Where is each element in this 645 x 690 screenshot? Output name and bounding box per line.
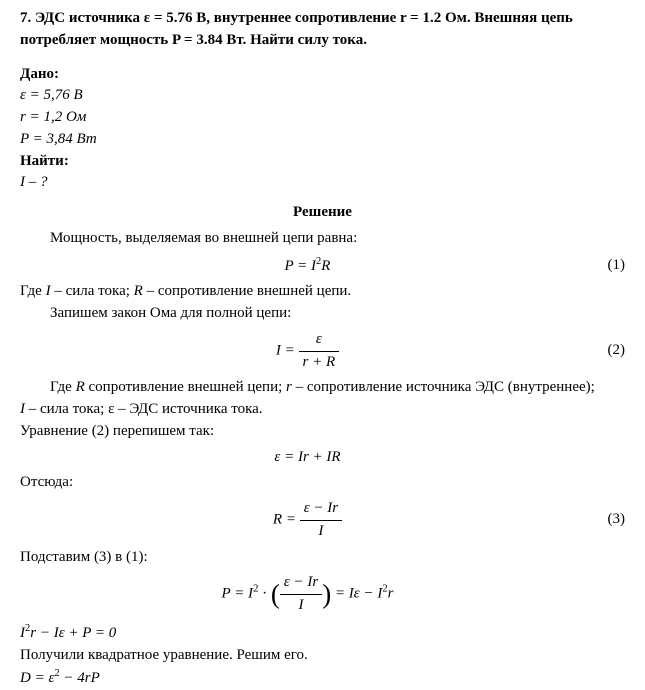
find-label: Найти:: [20, 151, 625, 173]
equation-1-row: P = I2R (1): [20, 254, 625, 278]
w2-b: – сопротивление источника ЭДС (внутренне…: [292, 379, 595, 395]
equation-7: D = ε2 − 4rP: [20, 666, 625, 690]
line-ohm-intro: Запишем закон Ома для полной цепи:: [50, 303, 625, 325]
where-mid: – сила тока;: [51, 283, 134, 299]
equation-2-row: I = εr + R (2): [20, 329, 625, 374]
equation-3: ε = Ir + IR: [20, 447, 595, 469]
where-line-1: Где I – сила тока; R – сопротивление вне…: [20, 281, 625, 303]
given-r: r = 1,2 Ом: [20, 107, 625, 129]
given-label: Дано:: [20, 64, 625, 86]
eq4-den: I: [300, 521, 342, 543]
eq5-num: ε − Ir: [280, 572, 322, 595]
line-substitute: Подставим (3) в (1):: [20, 547, 625, 569]
line-power-intro: Мощность, выделяемая во внешней цепи рав…: [50, 228, 625, 250]
eq5-eq: = Iε − I: [331, 586, 382, 602]
eq2-lhs: I =: [276, 342, 299, 358]
eq5-den: I: [280, 595, 322, 617]
where-line-2: Где R сопротивление внешней цепи; r – со…: [50, 377, 625, 399]
eq6-rest: r − Iε + P = 0: [30, 625, 116, 641]
equation-6: I2r − Iε + P = 0: [20, 621, 625, 645]
where-R: R: [134, 283, 143, 299]
equation-3-row: ε = Ir + IR: [20, 447, 625, 469]
eq5-a: P = I: [222, 586, 254, 602]
where-pre: Где: [20, 283, 46, 299]
eq7-a: D = ε: [20, 670, 54, 686]
equation-2: I = εr + R: [20, 329, 595, 374]
line-rewrite: Уравнение (2) перепишем так:: [20, 421, 625, 443]
w2-a: сопротивление внешней цепи;: [85, 379, 286, 395]
equation-2-number: (2): [595, 340, 625, 362]
line-hence: Отсюда:: [20, 472, 625, 494]
w2-pre: Где: [50, 379, 76, 395]
eq1-r: R: [321, 258, 330, 274]
w3-a: – сила тока; ε – ЭДС источника тока.: [25, 401, 263, 417]
eq7-rest: − 4rP: [60, 670, 100, 686]
problem-title: 7. ЭДС источника ε = 5.76 В, внутреннее …: [20, 8, 625, 52]
eq5-r: r: [388, 586, 394, 602]
line-quadratic: Получили квадратное уравнение. Решим его…: [20, 645, 625, 667]
eq2-num: ε: [299, 329, 340, 352]
find-value: I – ?: [20, 172, 625, 194]
where-line-3: I – сила тока; ε – ЭДС источника тока.: [20, 399, 625, 421]
equation-1: P = I2R: [20, 254, 595, 278]
eq4-num: ε − Ir: [300, 498, 342, 521]
eq2-den: r + R: [299, 352, 340, 374]
eq5-dot: ·: [258, 586, 271, 602]
equation-4: R = ε − IrI: [20, 498, 595, 543]
equation-4-row: R = ε − IrI (3): [20, 498, 625, 543]
solution-header: Решение: [20, 202, 625, 224]
eq1-lhs: P = I: [285, 258, 317, 274]
equation-1-number: (1): [595, 255, 625, 277]
w2-R: R: [76, 379, 85, 395]
equation-4-number: (3): [595, 509, 625, 531]
equation-5-row: P = I2 · (ε − IrI) = Iε − I2r: [20, 572, 625, 617]
equation-5: P = I2 · (ε − IrI) = Iε − I2r: [20, 572, 595, 617]
eq4-lhs: R =: [273, 512, 300, 528]
given-emf: ε = 5,76 В: [20, 85, 625, 107]
where-end: – сопротивление внешней цепи.: [143, 283, 351, 299]
given-p: P = 3,84 Вт: [20, 129, 625, 151]
